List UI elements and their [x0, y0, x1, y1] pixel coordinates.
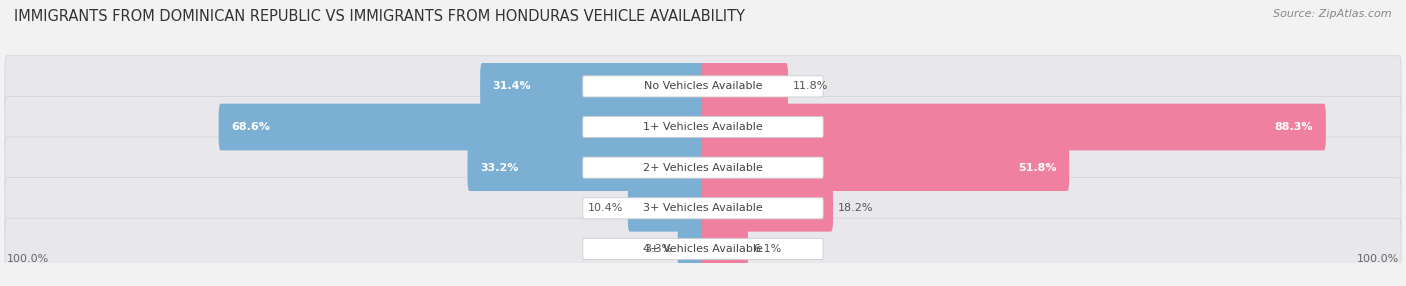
Text: No Vehicles Available: No Vehicles Available: [644, 82, 762, 92]
FancyBboxPatch shape: [467, 144, 706, 191]
FancyBboxPatch shape: [700, 226, 748, 272]
FancyBboxPatch shape: [627, 185, 706, 232]
Text: IMMIGRANTS FROM DOMINICAN REPUBLIC VS IMMIGRANTS FROM HONDURAS VEHICLE AVAILABIL: IMMIGRANTS FROM DOMINICAN REPUBLIC VS IM…: [14, 9, 745, 23]
Text: 18.2%: 18.2%: [838, 203, 873, 213]
Text: 88.3%: 88.3%: [1275, 122, 1313, 132]
Text: 3.3%: 3.3%: [644, 244, 672, 254]
FancyBboxPatch shape: [6, 56, 1400, 117]
Text: 10.4%: 10.4%: [588, 203, 623, 213]
FancyBboxPatch shape: [583, 116, 824, 138]
FancyBboxPatch shape: [481, 63, 706, 110]
Text: 3+ Vehicles Available: 3+ Vehicles Available: [643, 203, 763, 213]
FancyBboxPatch shape: [583, 76, 824, 97]
Text: Source: ZipAtlas.com: Source: ZipAtlas.com: [1274, 9, 1392, 19]
Text: 11.8%: 11.8%: [793, 82, 828, 92]
Text: 68.6%: 68.6%: [232, 122, 270, 132]
FancyBboxPatch shape: [219, 104, 704, 150]
Text: 31.4%: 31.4%: [494, 82, 531, 92]
Text: 6.1%: 6.1%: [754, 244, 782, 254]
Text: 2+ Vehicles Available: 2+ Vehicles Available: [643, 163, 763, 173]
FancyBboxPatch shape: [6, 218, 1400, 280]
Text: 100.0%: 100.0%: [1357, 254, 1399, 264]
FancyBboxPatch shape: [700, 104, 1326, 150]
FancyBboxPatch shape: [700, 144, 1069, 191]
FancyBboxPatch shape: [6, 96, 1400, 158]
Text: 4+ Vehicles Available: 4+ Vehicles Available: [643, 244, 763, 254]
FancyBboxPatch shape: [700, 185, 832, 232]
FancyBboxPatch shape: [700, 63, 787, 110]
FancyBboxPatch shape: [583, 238, 824, 259]
Text: 51.8%: 51.8%: [1018, 163, 1057, 173]
Text: 33.2%: 33.2%: [481, 163, 519, 173]
FancyBboxPatch shape: [583, 157, 824, 178]
FancyBboxPatch shape: [6, 178, 1400, 239]
FancyBboxPatch shape: [583, 198, 824, 219]
Text: 100.0%: 100.0%: [7, 254, 49, 264]
FancyBboxPatch shape: [6, 137, 1400, 198]
Text: 1+ Vehicles Available: 1+ Vehicles Available: [643, 122, 763, 132]
FancyBboxPatch shape: [678, 226, 706, 272]
